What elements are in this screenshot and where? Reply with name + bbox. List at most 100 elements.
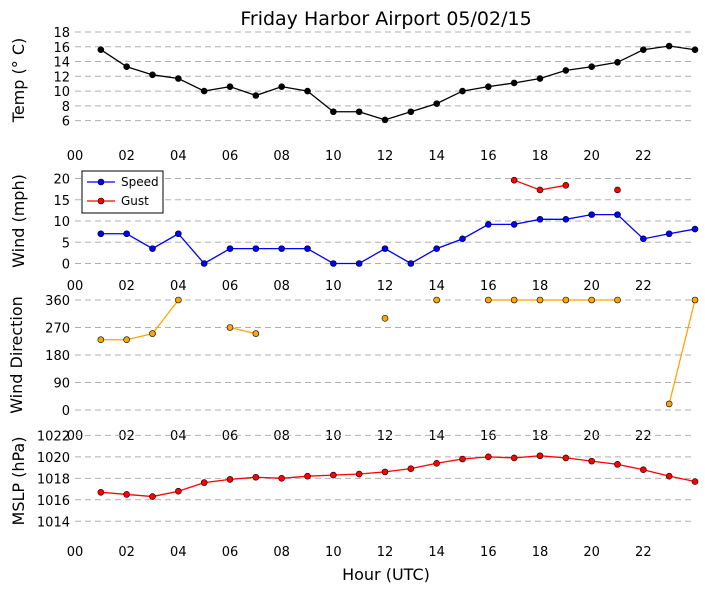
data-point — [252, 330, 260, 337]
data-point — [278, 83, 285, 90]
x-tick-label: 04 — [170, 279, 187, 294]
legend-label: Speed — [121, 175, 159, 189]
x-tick-label: 14 — [428, 149, 445, 164]
series-line — [100, 213, 696, 265]
y-tick-label: 270 — [45, 322, 70, 337]
data-point — [226, 476, 234, 483]
data-point — [562, 296, 570, 304]
data-point — [640, 235, 647, 243]
y-tick-label: 8 — [62, 100, 70, 115]
data-point — [614, 296, 621, 304]
data-point — [536, 452, 544, 460]
data-point — [330, 260, 337, 267]
y-tick-label: 12 — [53, 70, 70, 85]
series-gust — [510, 176, 621, 194]
data-point — [665, 230, 673, 238]
x-tick-label: 00 — [67, 279, 84, 294]
x-tick-label: 06 — [222, 149, 239, 164]
data-point — [175, 75, 182, 82]
data-point — [304, 245, 311, 252]
data-point — [407, 260, 415, 267]
x-tick-label: 02 — [118, 429, 135, 444]
data-point — [149, 245, 156, 252]
data-point — [200, 260, 208, 267]
data-point — [226, 245, 234, 252]
y-tick-label: 15 — [53, 194, 70, 209]
x-tick-label: 20 — [583, 279, 600, 294]
x-tick-label: 10 — [325, 429, 342, 444]
x-tick-label: 02 — [118, 149, 135, 164]
y-tick-label: 1022 — [37, 429, 70, 444]
legend-label: Gust — [121, 194, 149, 208]
x-tick-label: 08 — [273, 149, 290, 164]
data-point — [123, 491, 130, 498]
data-point — [97, 488, 105, 496]
data-point — [407, 108, 415, 116]
data-point — [691, 478, 699, 485]
y-tick-label: 0 — [62, 258, 70, 273]
series-1 — [97, 42, 699, 124]
data-point — [226, 83, 234, 90]
y-tick-label: 90 — [53, 377, 70, 392]
x-tick-label: 14 — [428, 545, 445, 560]
x-tick-label: 08 — [273, 545, 290, 560]
data-point — [510, 296, 518, 304]
x-axis-label: Hour (UTC) — [342, 565, 430, 584]
legend-marker — [97, 197, 105, 205]
data-point — [149, 330, 156, 337]
y-tick-label: 1018 — [37, 472, 70, 487]
data-point — [614, 211, 621, 218]
y-tick-label: 360 — [45, 294, 70, 309]
legend-marker — [97, 178, 105, 186]
series-line — [668, 299, 696, 405]
data-point — [536, 296, 544, 304]
y-tick-label: 1016 — [37, 494, 70, 509]
data-point — [562, 216, 570, 223]
data-point — [97, 230, 105, 238]
data-point — [485, 83, 492, 90]
x-tick-label: 20 — [583, 149, 600, 164]
x-tick-label: 16 — [480, 545, 497, 560]
y-axis-label: Wind (mph) — [9, 174, 28, 268]
y-tick-label: 6 — [62, 115, 70, 130]
data-point — [485, 221, 492, 228]
y-tick-label: 18 — [53, 26, 70, 41]
data-point — [588, 63, 595, 71]
x-tick-label: 12 — [377, 545, 394, 560]
series-1 — [97, 452, 699, 500]
x-tick-label: 14 — [428, 279, 445, 294]
x-tick-label: 02 — [118, 279, 135, 294]
data-point — [330, 471, 337, 479]
x-tick-label: 22 — [635, 279, 652, 294]
data-point — [691, 46, 699, 54]
x-tick-label: 08 — [273, 279, 290, 294]
data-point — [226, 324, 234, 331]
x-tick-label: 04 — [170, 149, 187, 164]
data-point — [485, 296, 492, 304]
y-axis-label: Wind Direction — [7, 296, 26, 414]
y-tick-label: 1014 — [37, 515, 70, 530]
data-point — [588, 296, 595, 304]
y-axis-label: Temp (° C) — [9, 38, 28, 123]
data-point — [614, 186, 621, 194]
x-tick-label: 12 — [377, 149, 394, 164]
y-tick-label: 16 — [53, 41, 70, 56]
x-tick-label: 08 — [273, 429, 290, 444]
y-tick-label: 10 — [53, 215, 70, 230]
data-point — [381, 116, 389, 124]
series-line — [229, 326, 256, 335]
x-tick-label: 06 — [222, 545, 239, 560]
data-point — [252, 92, 260, 99]
x-tick-label: 20 — [583, 429, 600, 444]
series-1 — [97, 296, 699, 408]
x-tick-label: 12 — [377, 429, 394, 444]
data-point — [175, 230, 182, 238]
data-point — [123, 230, 130, 238]
data-point — [640, 466, 647, 474]
legend: Speed Gust — [81, 170, 164, 214]
data-point — [691, 225, 699, 233]
data-point — [381, 245, 389, 252]
data-point — [407, 465, 415, 472]
panel-2: 0 5 10 15 20 00 02 04 06 08 10 12 14 16 18 20 22 Wind (mp… — [9, 170, 699, 294]
data-point — [278, 245, 285, 252]
